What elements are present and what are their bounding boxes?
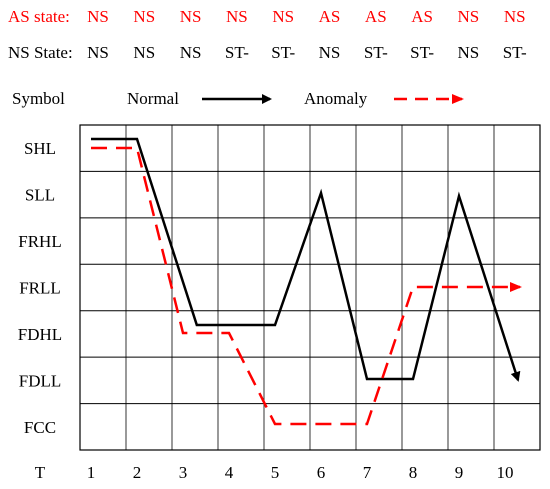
y-category-label: FDHL — [18, 325, 62, 344]
series-lines — [91, 137, 522, 426]
x-tick-label: 4 — [225, 463, 234, 482]
as-state-label: AS state: — [8, 7, 70, 26]
x-tick-label: 9 — [455, 463, 464, 482]
as-state-value: NS — [226, 7, 248, 26]
y-category-label: SHL — [24, 139, 56, 158]
ns-state-value: ST- — [271, 43, 295, 62]
x-tick-label: 7 — [363, 463, 372, 482]
ns-state-value: NS — [87, 43, 109, 62]
as-state-value: NS — [87, 7, 109, 26]
ns-state-label: NS State: — [8, 43, 73, 62]
x-tick-label: 2 — [133, 463, 142, 482]
as-state-value: AS — [411, 7, 433, 26]
as-state-value: NS — [133, 7, 155, 26]
ns-state-value: ST- — [225, 43, 249, 62]
x-axis-title: T — [35, 463, 46, 482]
as-state-value: NS — [504, 7, 526, 26]
as-state-values: NS NS NS NS NS AS AS AS NS NS — [87, 7, 525, 26]
as-state-value: NS — [272, 7, 294, 26]
y-category-labels: SHL SLL FRHL FRLL FDHL FDLL FCC — [18, 139, 62, 437]
ns-state-value: NS — [458, 43, 480, 62]
normal-series-line — [91, 137, 521, 382]
x-tick-label: 6 — [317, 463, 326, 482]
ns-state-value: ST- — [364, 43, 388, 62]
ns-state-value: ST- — [503, 43, 527, 62]
legend-anomaly-label: Anomaly — [304, 89, 368, 108]
y-category-label: FCC — [24, 418, 56, 437]
ns-state-value: NS — [133, 43, 155, 62]
y-category-label: FRLL — [19, 279, 61, 298]
legend-normal-label: Normal — [127, 89, 179, 108]
x-tick-label: 1 — [87, 463, 96, 482]
y-category-label: SLL — [25, 186, 55, 205]
y-category-label: FRHL — [18, 232, 61, 251]
as-state-value: AS — [319, 7, 341, 26]
x-axis-labels: T 1 2 3 4 5 6 7 8 9 10 — [35, 463, 514, 482]
anomaly-series-line — [91, 146, 522, 426]
x-tick-label: 3 — [179, 463, 188, 482]
x-tick-label: 5 — [271, 463, 280, 482]
ns-state-value: NS — [180, 43, 202, 62]
x-tick-label: 8 — [409, 463, 418, 482]
x-tick-label: 10 — [497, 463, 514, 482]
legend-label: Symbol — [12, 89, 65, 108]
as-state-value: AS — [365, 7, 387, 26]
as-state-value: NS — [458, 7, 480, 26]
y-category-label: FDLL — [19, 371, 62, 390]
as-state-value: NS — [180, 7, 202, 26]
ns-state-values: NS NS NS ST- ST- NS ST- ST- NS ST- — [87, 43, 527, 62]
ns-state-value: NS — [319, 43, 341, 62]
ns-state-value: ST- — [410, 43, 434, 62]
